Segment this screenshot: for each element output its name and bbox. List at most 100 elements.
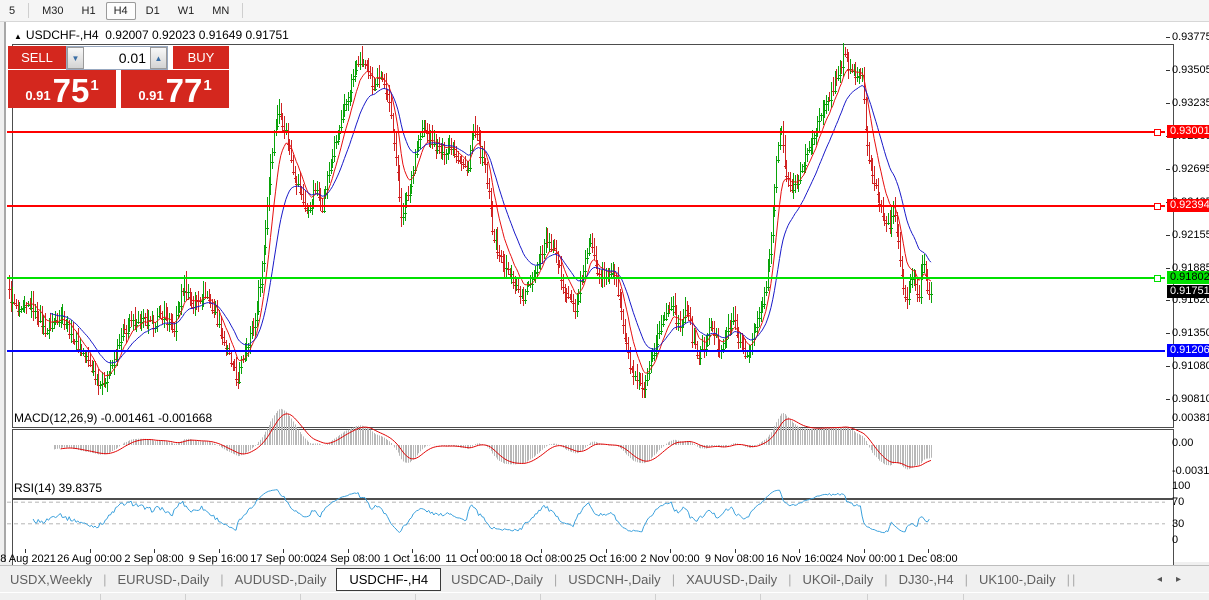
rsi-axis-label: 30 [1172, 518, 1185, 530]
time-tick-label: 18 Aug 2021 [0, 553, 56, 565]
statusbar-separator [540, 594, 541, 600]
time-tick-mark [347, 549, 349, 553]
time-tick-mark [154, 549, 155, 553]
statusbar-separator [100, 594, 101, 600]
statusbar-separator [655, 594, 656, 600]
timeframe-button-h1[interactable]: H1 [81, 4, 96, 17]
time-tick-label: 24 Sep 08:00 [314, 553, 381, 565]
timeframe-button-w1[interactable]: W1 [177, 4, 195, 17]
time-tick-label: 2 Nov 00:00 [640, 553, 700, 565]
timeframe-button-5[interactable]: 5 [9, 4, 16, 17]
rsi-indicator-canvas[interactable] [7, 478, 1165, 548]
chart-tab-eurusd-daily[interactable]: EURUSD-,Daily [117, 572, 210, 587]
lot-decrease-button[interactable]: ▼ [67, 47, 84, 69]
timeframe-button-mn[interactable]: MN [212, 4, 230, 17]
chart-tab-bar: USDX,Weekly | EURUSD-,Daily | AUDUSD-,Daily U… [0, 565, 1209, 593]
price-tick-label: 0.90810 [1172, 393, 1209, 406]
sell-price-display[interactable]: 0.91 75 1 [8, 70, 116, 108]
price-tick-mark [1166, 366, 1170, 368]
ohlc-close: 0.91751 [245, 28, 289, 42]
time-tick-label: 9 Nov 08:00 [704, 553, 765, 565]
price-tick-mark [1166, 267, 1170, 269]
buy-price-point: 1 [203, 77, 212, 94]
time-tick-label: 2 Sep 08:00 [124, 553, 184, 565]
statusbar-separator [300, 594, 301, 600]
lot-increase-button[interactable]: ▲ [150, 47, 167, 69]
macd-axis-label: 0.003811 [1172, 412, 1209, 424]
bid-price-badge: 0.91751 [1167, 285, 1209, 298]
horizontal-level-line-0.93001[interactable] [7, 130, 1165, 133]
time-tick-mark [476, 549, 478, 553]
chart-tab-dj30-h4[interactable]: DJ30-,H4 [898, 572, 954, 587]
statusbar-separator [867, 594, 868, 600]
symbol-name: USDCHF-,H4 [25, 28, 99, 42]
chart-tab-audusd-daily[interactable]: AUDUSD-,Daily [234, 572, 327, 587]
sell-button[interactable]: SELL [8, 46, 66, 70]
time-tick-label: 11 Oct 00:00 [445, 553, 508, 565]
ohlc-low: 0.91649 [198, 28, 243, 42]
level-line-handle[interactable] [1154, 128, 1161, 136]
price-tick-mark [1166, 234, 1170, 236]
status-bar [0, 592, 1209, 600]
timeframe-button-d1[interactable]: D1 [145, 4, 160, 17]
price-tick-label: 0.92155 [1172, 228, 1209, 241]
tab-separator: | [964, 572, 968, 587]
tab-scroll-left-icon[interactable]: ◂ [1156, 574, 1176, 585]
rsi-axis-label: 100 [1172, 480, 1191, 492]
chart-tab-usdcad-daily[interactable]: USDCAD-,Daily [451, 572, 543, 587]
price-tick-mark [1166, 333, 1170, 335]
tab-separator: | [553, 572, 558, 587]
level-line-handle[interactable] [1154, 202, 1161, 210]
time-tick-mark [283, 549, 284, 553]
timeframe-button-m30[interactable]: M30 [42, 4, 64, 17]
level-line-handle[interactable] [1154, 275, 1161, 283]
macd-indicator-canvas[interactable] [7, 408, 1165, 474]
chart-tab-usdx-weekly[interactable]: USDX,Weekly [10, 572, 93, 587]
price-tick-label: 0.93235 [1172, 96, 1209, 109]
time-tick-mark [89, 549, 91, 553]
buy-button[interactable]: BUY [173, 46, 229, 70]
price-tick-mark [1166, 102, 1170, 104]
one-click-trade-panel: SELL ▼ ▲ BUY 0.91 75 1 0.91 77 1 [8, 46, 229, 108]
toolbar-separator [28, 3, 30, 18]
price-tick-label: 0.93775 [1172, 31, 1209, 43]
price-tick-mark [1166, 399, 1170, 401]
chart-tab-uk100-daily[interactable]: UK100-,Daily [978, 572, 1056, 587]
time-tick-mark [25, 549, 26, 553]
ohlc-open: 0.92007 [105, 28, 149, 42]
time-tick-label: 17 Sep 00:00 [250, 553, 316, 565]
horizontal-level-line-0.92394[interactable] [7, 204, 1165, 207]
statusbar-separator [185, 594, 186, 600]
chart-tab-ukoil-daily[interactable]: UKOil-,Daily [802, 572, 874, 587]
buy-price-display[interactable]: 0.91 77 1 [121, 70, 229, 108]
time-tick-label: 26 Aug 00:00 [57, 553, 122, 565]
statusbar-separator [963, 594, 964, 600]
chart-tab-usdcnh-daily[interactable]: USDCNH-,Daily [568, 572, 661, 587]
tab-separator: | [1066, 572, 1070, 587]
time-tick-mark [218, 549, 220, 553]
buy-price-pips: 77 [165, 72, 203, 109]
time-tick-mark [541, 549, 542, 553]
timeframe-button-h4[interactable]: H4 [105, 1, 136, 20]
time-tick-label: 24 Nov 00:00 [830, 553, 897, 565]
collapse-triangle-icon[interactable]: ▲ [14, 32, 22, 41]
level-price-badge: 0.92394 [1167, 198, 1209, 212]
chart-tab-usdchf-h4[interactable]: USDCHF-,H4 [336, 568, 442, 591]
tab-scroll-right-icon[interactable]: ▸ [1175, 574, 1195, 585]
chart-tab-xauusd-daily[interactable]: XAUUSD-,Daily [686, 572, 778, 587]
tab-scroll-arrows: ◂▸ [1157, 574, 1195, 585]
time-tick-mark [863, 549, 865, 553]
price-tick-label: 0.93505 [1172, 63, 1209, 76]
time-tick-mark [670, 549, 671, 553]
time-tick-label: 16 Nov 16:00 [766, 553, 832, 565]
lot-size-input[interactable] [84, 47, 150, 69]
rsi-label: RSI(14) 39.8375 [14, 481, 103, 495]
sell-price-point: 1 [90, 77, 99, 94]
rsi-axis-label: 70 [1172, 496, 1185, 508]
statusbar-separator [415, 594, 416, 600]
tab-separator: | [103, 572, 107, 587]
horizontal-level-line-0.91206[interactable] [7, 349, 1165, 352]
horizontal-level-line-0.91802[interactable] [7, 277, 1165, 280]
tab-separator: | [1071, 572, 1076, 587]
